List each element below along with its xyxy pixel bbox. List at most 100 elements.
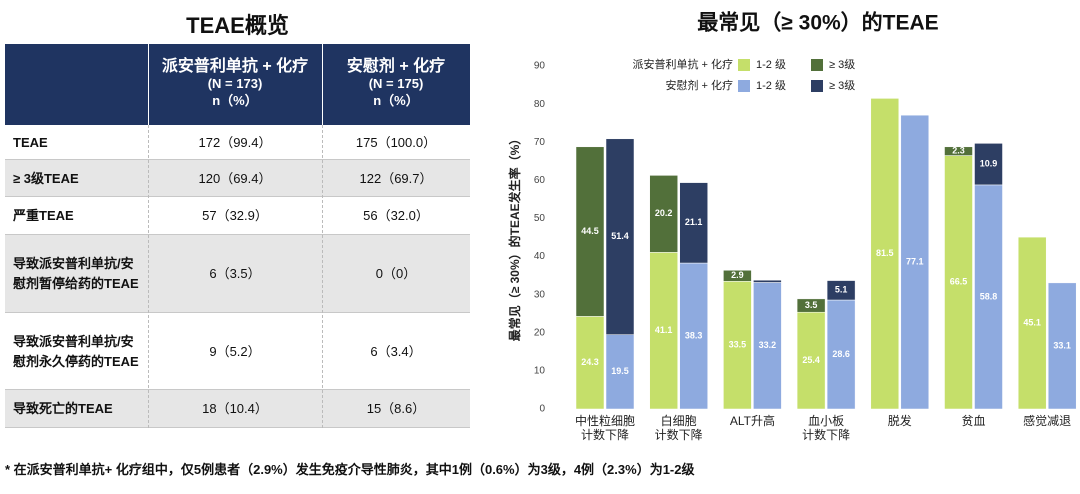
bar-segment bbox=[974, 143, 1003, 186]
data-label: 51.4 bbox=[611, 231, 629, 241]
data-label: 44.5 bbox=[581, 226, 599, 236]
bar-segment bbox=[1047, 282, 1077, 410]
data-label: 38.3 bbox=[685, 330, 703, 340]
legend-swatch bbox=[738, 80, 750, 92]
bar-segment bbox=[605, 334, 635, 410]
bar-segment bbox=[826, 280, 856, 301]
x-tick-label: 贫血 bbox=[961, 414, 986, 428]
bar-segment bbox=[679, 182, 708, 264]
data-label: 2.3 bbox=[952, 146, 965, 156]
row-label: 严重TEAE bbox=[13, 208, 74, 223]
table-header-bg bbox=[5, 44, 470, 125]
data-label: 77.1 bbox=[906, 256, 924, 266]
data-label: 20.2 bbox=[655, 208, 673, 218]
header-cell: 派安普利单抗 + 化疗 (N = 173) n（%） bbox=[148, 58, 322, 109]
data-label: 41.1 bbox=[655, 325, 673, 335]
data-label: 2.9 bbox=[731, 270, 744, 280]
chart-title: 最常见（≥ 30%）的TEAE bbox=[697, 11, 938, 35]
row-value: 56（32.0） bbox=[363, 208, 429, 223]
row-value: 6（3.5） bbox=[209, 266, 261, 281]
bar-segment bbox=[679, 262, 708, 410]
row-border bbox=[5, 389, 470, 390]
row-border bbox=[5, 234, 470, 235]
bar-segment bbox=[575, 146, 605, 317]
y-tick-label: 10 bbox=[534, 366, 546, 377]
header-line: n（%） bbox=[373, 93, 419, 108]
row-value: 18（10.4） bbox=[202, 401, 268, 416]
row-border bbox=[5, 312, 470, 313]
header-line: (N = 175) bbox=[368, 76, 424, 91]
row-bg bbox=[5, 160, 470, 197]
x-tick-label: 中性粒细胞 计数下降 bbox=[574, 414, 635, 442]
bar-segment bbox=[826, 299, 856, 410]
header-line: n（%） bbox=[212, 93, 258, 108]
row-label: 导致派安普利单抗/安 慰剂暂停给药的TEAE bbox=[13, 256, 139, 291]
row-border bbox=[5, 427, 470, 428]
bar-segment bbox=[1017, 236, 1047, 410]
bar-segment bbox=[723, 270, 752, 282]
column-divider bbox=[148, 125, 149, 428]
y-tick-label: 30 bbox=[534, 289, 546, 300]
row-value: 172（99.4） bbox=[198, 134, 272, 150]
data-label: 66.5 bbox=[950, 277, 968, 287]
row-value: 0（0） bbox=[375, 266, 417, 281]
data-label: 58.8 bbox=[980, 291, 998, 301]
row-border bbox=[5, 159, 470, 160]
row-bg bbox=[5, 235, 470, 313]
table-title: TEAE概览 bbox=[186, 13, 289, 38]
header-line: 派安普利单抗 + 化疗 bbox=[161, 58, 309, 75]
legend-group: 安慰剂 + 化疗 bbox=[665, 78, 733, 92]
row-bg bbox=[5, 390, 470, 428]
header-divider bbox=[148, 44, 149, 125]
bar-segment bbox=[649, 252, 678, 410]
header-cell: 安慰剂 + 化疗 (N = 175) n（%） bbox=[322, 58, 470, 109]
row-value: 15（8.6） bbox=[366, 401, 426, 416]
bar-segment bbox=[753, 282, 782, 410]
data-label: 5.1 bbox=[835, 285, 848, 295]
y-tick-label: 50 bbox=[534, 213, 546, 224]
data-label: 81.5 bbox=[876, 248, 894, 258]
data-label: 33.5 bbox=[729, 340, 747, 350]
y-tick-label: 20 bbox=[534, 327, 546, 338]
y-tick-label: 0 bbox=[539, 404, 545, 415]
x-tick-label: 感觉减退 bbox=[1023, 414, 1072, 428]
legend-label: ≥ 3级 bbox=[829, 58, 855, 71]
y-tick-label: 70 bbox=[534, 137, 546, 148]
y-tick-label: 90 bbox=[534, 61, 546, 72]
data-label: 21.1 bbox=[685, 217, 703, 227]
data-label: 10.9 bbox=[980, 159, 998, 169]
row-value: 122（69.7） bbox=[359, 170, 433, 186]
column-divider bbox=[322, 125, 323, 428]
row-label: TEAE bbox=[13, 134, 48, 150]
y-tick-label: 80 bbox=[534, 99, 546, 110]
row-value: 175（100.0） bbox=[355, 134, 437, 150]
y-tick-label: 40 bbox=[534, 251, 546, 262]
bar-segment bbox=[944, 146, 973, 156]
row-border bbox=[5, 196, 470, 197]
x-tick-label: ALT升高 bbox=[729, 414, 775, 428]
row-label: 导致死亡的TEAE bbox=[13, 401, 113, 416]
y-tick-label: 60 bbox=[534, 175, 546, 186]
header-line: (N = 173) bbox=[207, 76, 263, 91]
row-value: 120（69.4） bbox=[198, 170, 272, 186]
data-label: 45.1 bbox=[1023, 317, 1041, 327]
legend-label: ≥ 3级 bbox=[829, 79, 855, 92]
data-label: 25.4 bbox=[802, 355, 820, 365]
x-tick-label: 脱发 bbox=[887, 414, 912, 428]
y-axis-label: 最常见（≥ 30%）的TEAE发生率（%） bbox=[507, 133, 522, 342]
data-label: 33.1 bbox=[1053, 340, 1071, 350]
bar-segment bbox=[944, 155, 973, 410]
bar-segment bbox=[753, 279, 782, 283]
row-value: 9（5.2） bbox=[209, 343, 261, 359]
bar-segment bbox=[796, 298, 826, 313]
legend-label: 1-2 级 bbox=[756, 58, 786, 71]
row-label: 导致派安普利单抗/安 慰剂永久停药的TEAE bbox=[13, 333, 139, 369]
legend-group: 派安普利单抗 + 化疗 bbox=[632, 57, 733, 71]
bar-segment bbox=[605, 138, 635, 335]
header-line: 安慰剂 + 化疗 bbox=[346, 58, 446, 75]
x-tick-label: 血小板 计数下降 bbox=[802, 414, 851, 442]
data-label: 33.2 bbox=[759, 340, 777, 350]
bar-segment bbox=[900, 114, 930, 410]
legend-label: 1-2 级 bbox=[756, 79, 786, 92]
